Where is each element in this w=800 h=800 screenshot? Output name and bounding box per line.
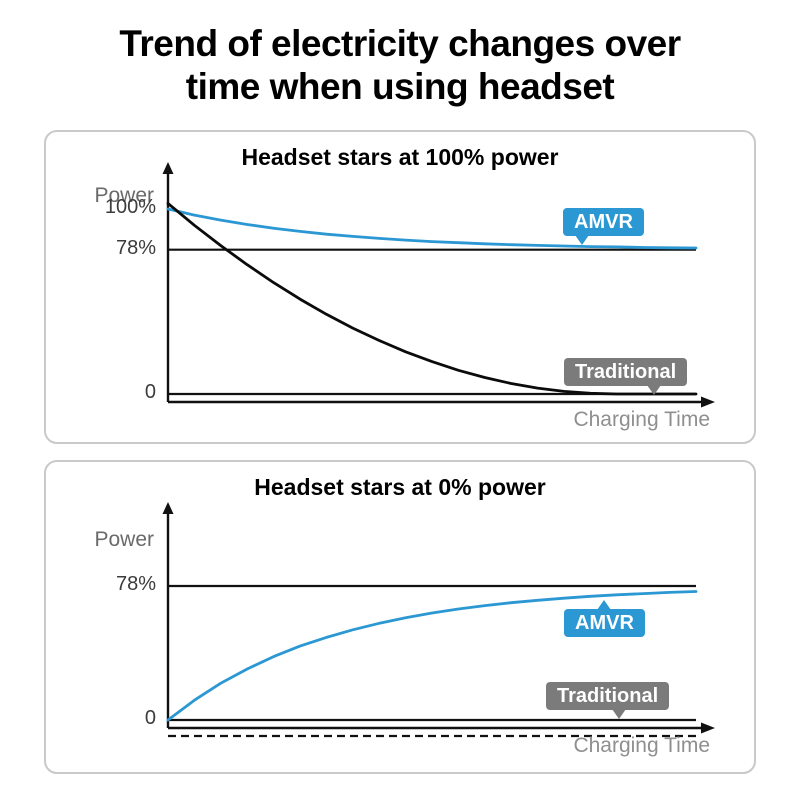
page-title-line-2: time when using headset xyxy=(185,66,615,108)
chart-panel-0-percent: Headset stars at 0% power Power Charging… xyxy=(44,460,756,774)
y-axis-label: Power xyxy=(94,184,154,207)
chart-canvas xyxy=(162,502,715,738)
chart-panel-100-percent: Headset stars at 100% power Power Chargi… xyxy=(44,130,756,444)
amvr-curve xyxy=(166,590,698,722)
y-tick-label: 78% xyxy=(115,236,156,259)
amvr-series-badge: AMVR xyxy=(564,600,645,637)
y-tick-label: 0 xyxy=(144,707,156,729)
amvr-series-badge: AMVR xyxy=(563,208,644,245)
x-axis-label: Charging Time xyxy=(573,734,710,757)
y-axis-label: Power xyxy=(94,528,154,551)
traditional-curve xyxy=(166,202,698,396)
x-axis-label: Charging Time xyxy=(573,408,710,431)
page-title: Trend of electricity changes over time w… xyxy=(0,22,800,109)
chart-title: Headset stars at 100% power xyxy=(241,144,559,170)
y-axis-arrow-icon xyxy=(162,162,174,174)
y-tick-label: 78% xyxy=(115,572,156,595)
x-axis-arrow-icon xyxy=(701,396,715,408)
amvr-curve xyxy=(166,207,698,250)
traditional-series-badge: Traditional xyxy=(546,682,670,719)
page-title-line-1: Trend of electricity changes over xyxy=(119,23,681,64)
x-axis-arrow-icon xyxy=(701,722,715,734)
y-tick-label: 0 xyxy=(144,381,156,403)
chart-canvas xyxy=(162,162,715,408)
traditional-series-badge: Traditional xyxy=(564,358,688,395)
chart-title: Headset stars at 0% power xyxy=(254,474,546,500)
y-axis-arrow-icon xyxy=(162,502,174,514)
y-tick-label: 100% xyxy=(104,196,156,218)
